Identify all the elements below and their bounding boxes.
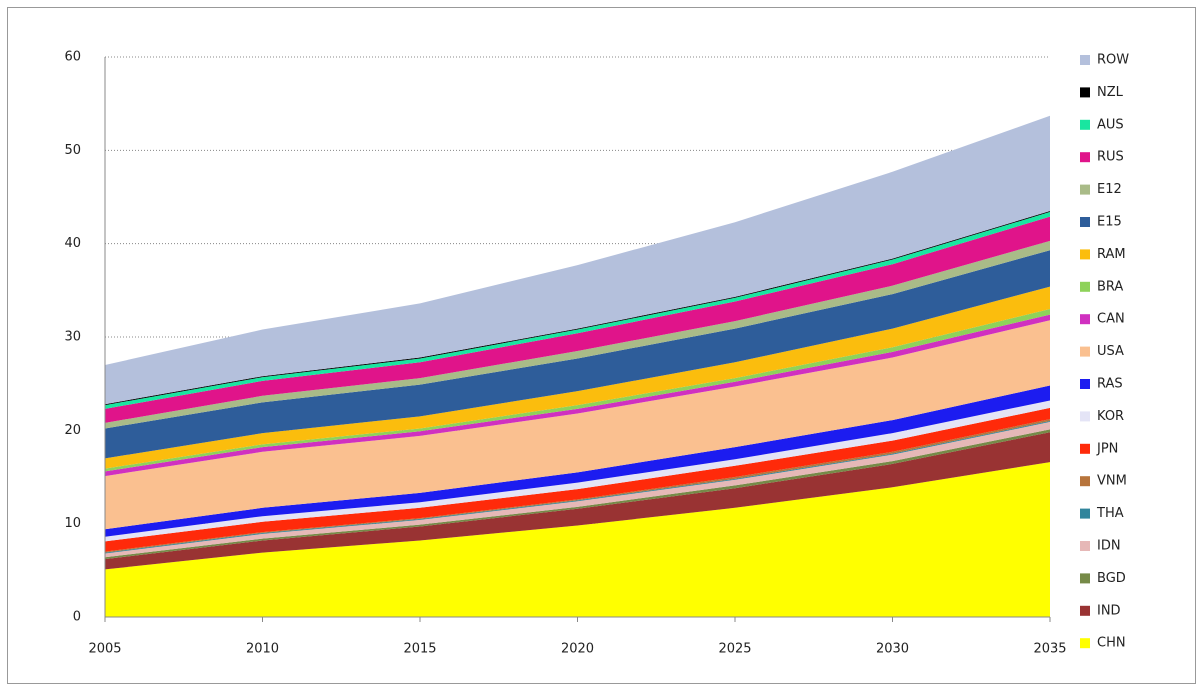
legend-label: AUS	[1097, 117, 1124, 132]
y-tick-label: 20	[64, 423, 81, 438]
legend-swatch	[1080, 217, 1090, 227]
area	[105, 240, 1050, 429]
area	[105, 250, 1050, 459]
x-tick-label: 2020	[561, 642, 594, 657]
area	[105, 216, 1050, 423]
legend-label: THA	[1096, 506, 1124, 521]
x-tick-label: 2010	[246, 642, 279, 657]
area	[105, 320, 1050, 530]
y-tick-label: 40	[64, 236, 81, 251]
legend-label: USA	[1097, 344, 1124, 359]
legend-swatch	[1080, 379, 1090, 389]
legend-swatch	[1080, 476, 1090, 487]
legend-label: IND	[1097, 603, 1121, 618]
legend-label: VNM	[1097, 474, 1127, 489]
legend-label: KOR	[1097, 409, 1124, 424]
legend-swatch	[1080, 314, 1090, 325]
x-tick-label: 2025	[718, 642, 751, 657]
legend-swatch	[1080, 152, 1090, 163]
legend-swatch	[1080, 249, 1090, 260]
area	[105, 400, 1050, 542]
y-tick-label: 0	[73, 610, 81, 625]
legend-swatch	[1080, 638, 1090, 649]
legend-label: RAS	[1097, 377, 1123, 392]
legend-swatch	[1080, 55, 1090, 65]
legend-swatch	[1080, 281, 1090, 292]
legend-swatch	[1080, 346, 1090, 357]
y-tick-label: 50	[64, 143, 81, 158]
legend-swatch	[1080, 87, 1090, 98]
legend-label: BGD	[1097, 571, 1126, 586]
legend-label: IDN	[1097, 539, 1121, 554]
legend-swatch	[1080, 443, 1090, 454]
area	[105, 429, 1050, 560]
legend-swatch	[1080, 541, 1090, 551]
area	[105, 407, 1050, 552]
y-tick-label: 30	[64, 330, 81, 345]
x-tick-label: 2015	[403, 642, 436, 657]
legend-swatch	[1080, 184, 1090, 195]
area	[105, 385, 1050, 537]
legend-swatch	[1080, 119, 1090, 130]
x-tick-label: 2035	[1033, 642, 1066, 657]
area	[105, 286, 1050, 469]
area	[105, 314, 1050, 477]
area	[105, 421, 1050, 558]
x-tick-label: 2005	[88, 642, 121, 657]
legend-label: RAM	[1097, 247, 1126, 262]
area	[105, 211, 1050, 409]
legend-swatch	[1080, 573, 1090, 584]
y-tick-label: 60	[64, 50, 81, 65]
area	[105, 432, 1050, 570]
legend-label: E15	[1097, 215, 1122, 230]
area	[105, 462, 1050, 617]
x-tick-label: 2030	[876, 642, 909, 657]
legend-swatch	[1080, 411, 1090, 422]
legend-label: CAN	[1097, 312, 1125, 327]
legend-label: ROW	[1097, 53, 1129, 68]
legend-label: BRA	[1097, 279, 1123, 294]
legend-label: E12	[1097, 182, 1122, 197]
y-tick-label: 10	[64, 516, 81, 531]
legend-label: NZL	[1097, 85, 1124, 100]
legend-swatch	[1080, 605, 1090, 616]
legend-label: CHN	[1097, 636, 1126, 651]
legend-swatch	[1080, 508, 1090, 519]
area	[105, 309, 1050, 472]
area	[105, 115, 1050, 405]
legend-label: RUS	[1097, 150, 1124, 165]
legend-label: JPN	[1096, 441, 1118, 456]
